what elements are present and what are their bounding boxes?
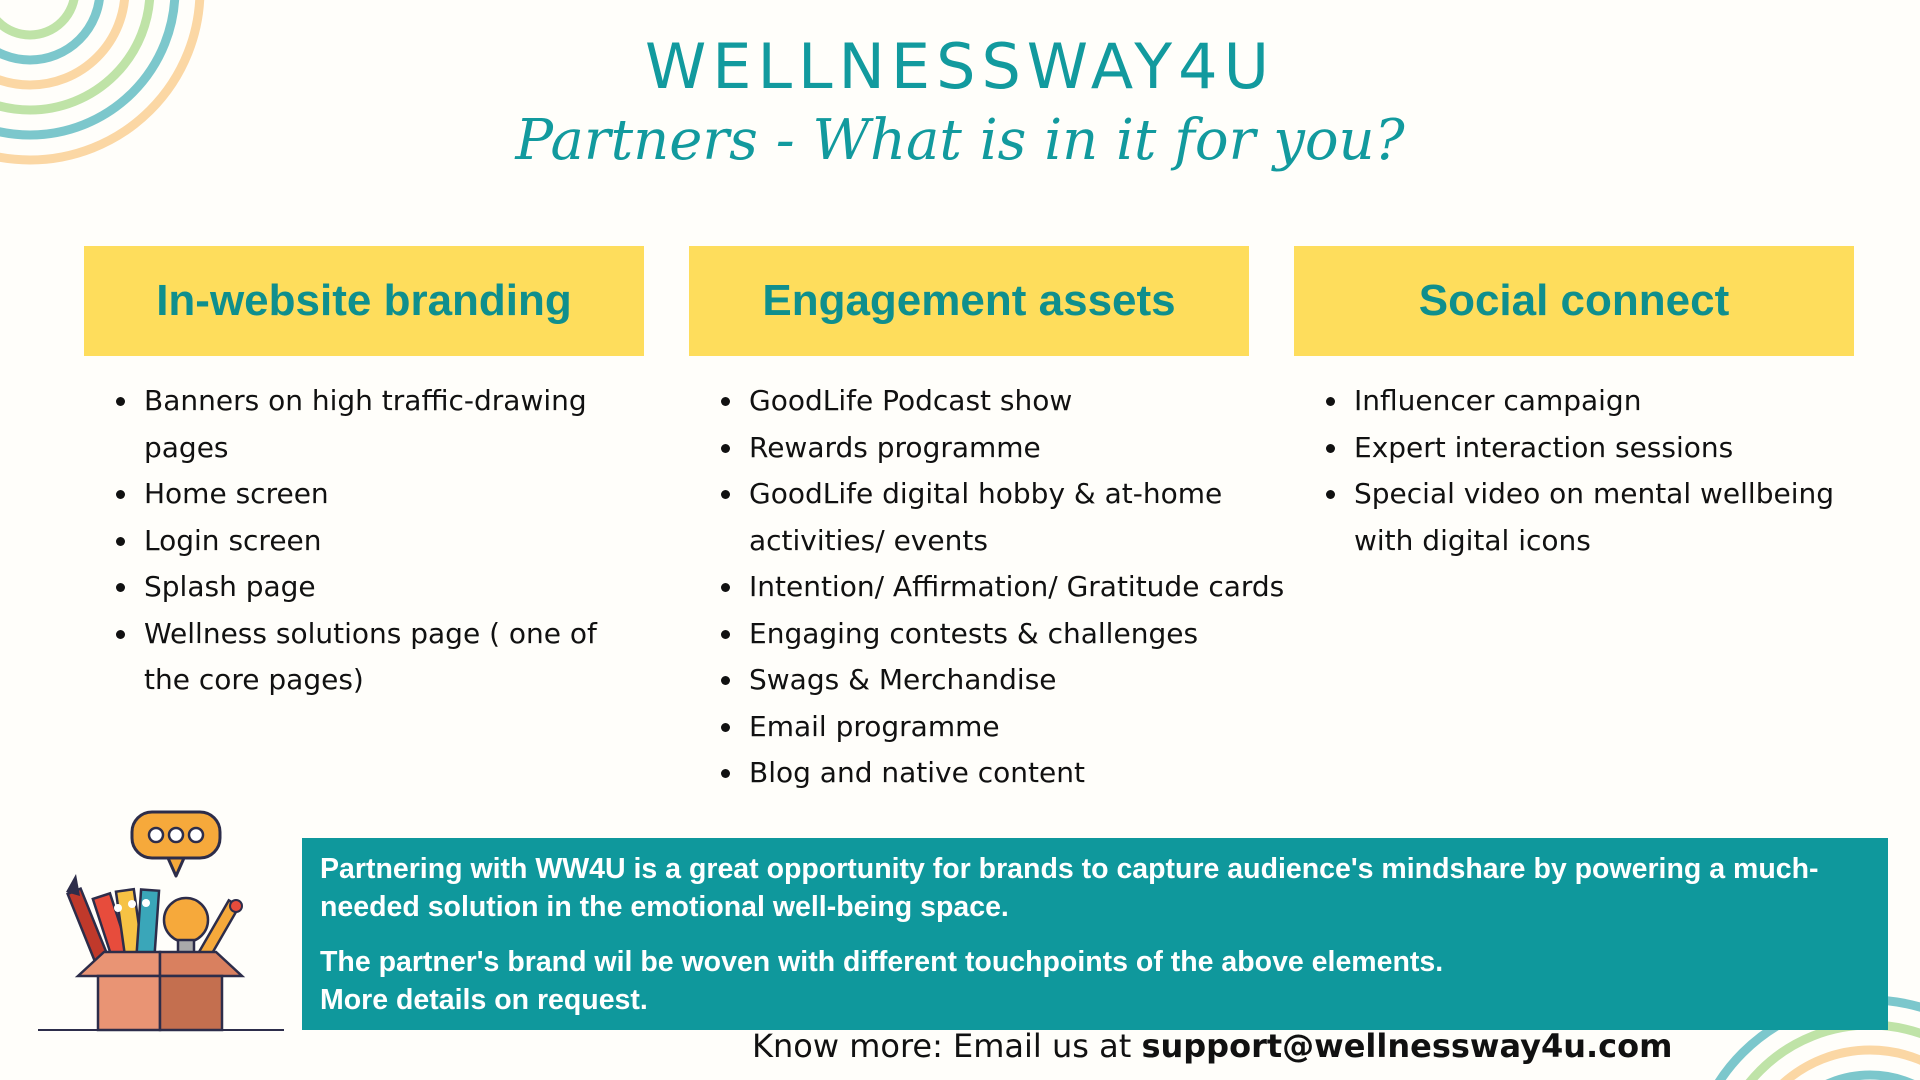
list-item: Rewards programme — [745, 425, 1345, 472]
list-item: Login screen — [140, 518, 644, 565]
box-icon — [74, 950, 246, 1032]
list-item: Banners on high traffic-drawing pages — [140, 378, 644, 471]
list-item: GoodLife Podcast show — [745, 378, 1345, 425]
column-heading: Social connect — [1294, 246, 1854, 356]
banner-line: More details on request. — [320, 984, 648, 1016]
list-item: Engaging contests & challenges — [745, 611, 1345, 658]
list-item: Influencer campaign — [1350, 378, 1854, 425]
bullet-list: Influencer campaign Expert interaction s… — [1294, 378, 1854, 564]
bullet-list: GoodLife Podcast show Rewards programme … — [689, 378, 1345, 797]
banner-line: The partner's brand wil be woven with di… — [320, 946, 1444, 978]
speech-bubble-icon — [130, 810, 222, 878]
partnership-banner: Partnering with WW4U is a great opportun… — [302, 838, 1888, 1030]
list-item: Blog and native content — [745, 750, 1345, 797]
creative-box-illustration — [38, 810, 284, 1032]
column-heading: In-website branding — [84, 246, 644, 356]
list-item: Home screen — [140, 471, 644, 518]
list-item: Splash page — [140, 564, 644, 611]
list-item: Email programme — [745, 704, 1345, 751]
banner-paragraph: The partner's brand wil be woven with di… — [320, 943, 1870, 1019]
contact-footer: Know more: Email us at support@wellnessw… — [752, 1027, 1672, 1065]
column-engagement-assets: Engagement assets GoodLife Podcast show … — [689, 246, 1284, 797]
column-in-website-branding: In-website branding Banners on high traf… — [84, 246, 644, 704]
column-heading: Engagement assets — [689, 246, 1249, 356]
list-item: GoodLife digital hobby & at-home activit… — [745, 471, 1345, 564]
list-item: Special video on mental wellbeing with d… — [1350, 471, 1854, 564]
bullet-list: Banners on high traffic-drawing pages Ho… — [84, 378, 644, 704]
brand-title: WELLNESSWAY4U — [644, 30, 1276, 103]
footer-prefix: Know more: Email us at — [752, 1027, 1142, 1065]
list-item: Expert interaction sessions — [1350, 425, 1854, 472]
list-item: Swags & Merchandise — [745, 657, 1345, 704]
decorative-arcs-top-left — [0, 0, 205, 165]
banner-paragraph: Partnering with WW4U is a great opportun… — [320, 853, 1819, 923]
list-item: Intention/ Affirmation/ Gratitude cards — [745, 564, 1345, 611]
list-item: Wellness solutions page ( one of the cor… — [140, 611, 644, 704]
column-social-connect: Social connect Influencer campaign Exper… — [1294, 246, 1854, 564]
page-subtitle: Partners - What is in it for you? — [515, 108, 1405, 173]
support-email-link[interactable]: support@wellnessway4u.com — [1141, 1027, 1673, 1065]
lightbulb-icon — [162, 896, 210, 956]
